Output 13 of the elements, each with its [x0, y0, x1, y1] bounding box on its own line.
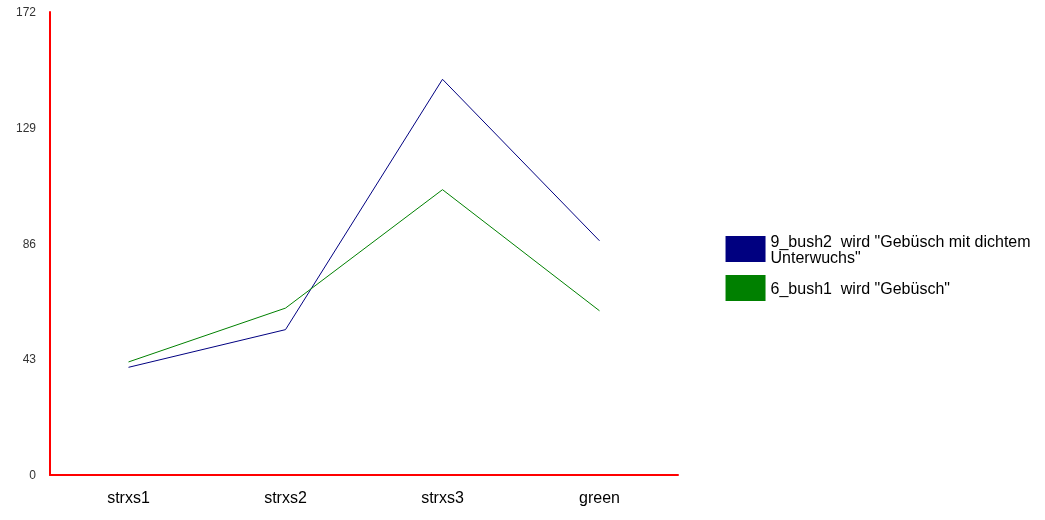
- x-tick-label: strxs2: [264, 488, 307, 506]
- x-tick-label: green: [579, 488, 620, 506]
- legend-label: 9_bush2 wird "Gebüsch mit dichtem Unterwuchs": [770, 232, 1035, 266]
- line-series: [128, 78, 600, 368]
- legend-label: 6_bush1 wird "Gebüsch": [770, 279, 950, 298]
- y-tick-label: 172: [15, 5, 37, 19]
- y-tick-label: 43: [22, 352, 37, 367]
- x-tick-label: strxs1: [107, 488, 150, 506]
- x-tick-label: strxs3: [421, 488, 464, 506]
- y-tick-label: 129: [15, 120, 37, 135]
- y-tick-label: 86: [22, 236, 37, 251]
- y-tick-label: 0: [29, 468, 37, 482]
- line-series: [128, 189, 600, 363]
